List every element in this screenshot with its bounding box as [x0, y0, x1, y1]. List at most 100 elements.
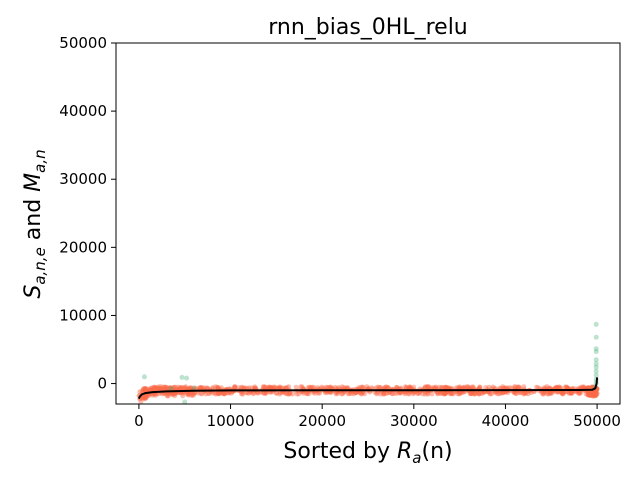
s-point [594, 391, 600, 397]
s-point [479, 391, 485, 397]
s-point [271, 384, 277, 390]
s-point [523, 390, 529, 396]
s-point [443, 384, 449, 390]
s-point [549, 390, 555, 396]
s-point [150, 392, 155, 398]
s-point [251, 390, 257, 396]
s-point [513, 390, 518, 396]
s-point [457, 390, 463, 396]
s-point [415, 391, 421, 397]
s-point [541, 390, 547, 396]
s-point [156, 386, 162, 392]
s-point [590, 392, 596, 398]
s-point [525, 391, 531, 397]
s-point [544, 384, 550, 390]
s-point [277, 390, 283, 396]
s-point [188, 385, 194, 391]
s-point [547, 390, 553, 396]
s-point [245, 391, 251, 396]
s-point [385, 384, 391, 390]
s-point [315, 390, 321, 396]
s-point [228, 390, 234, 396]
s-point [443, 384, 449, 390]
s-point [383, 385, 388, 391]
y-tick-label: 20000 [59, 238, 107, 256]
m-point [593, 349, 599, 355]
s-point [316, 390, 322, 396]
s-point [255, 390, 261, 396]
s-point [164, 386, 170, 391]
s-point [284, 391, 290, 397]
s-point [215, 385, 221, 390]
s-point [443, 390, 449, 396]
s-point [397, 390, 403, 395]
s-point [588, 390, 594, 396]
s-point [464, 384, 470, 390]
s-point [213, 391, 219, 397]
s-point [164, 393, 170, 399]
s-point [594, 390, 600, 396]
s-point [587, 392, 593, 398]
s-point [490, 384, 496, 390]
s-point [221, 391, 227, 397]
s-point [592, 392, 598, 398]
s-point [390, 391, 395, 397]
s-point [224, 390, 230, 396]
s-point [521, 384, 527, 390]
s-point [521, 390, 527, 396]
s-point [567, 390, 573, 396]
s-point [476, 391, 482, 397]
s-point [153, 385, 159, 391]
s-point [353, 390, 359, 396]
s-point [191, 390, 197, 396]
s-point [181, 386, 187, 391]
s-point [581, 384, 587, 390]
x-tick-label: 0 [134, 412, 144, 430]
s-point [469, 390, 475, 396]
s-point [472, 391, 478, 397]
s-point [198, 390, 204, 396]
s-point [594, 391, 599, 397]
s-point [487, 389, 492, 395]
s-point [142, 387, 148, 392]
s-point [286, 391, 292, 397]
s-point [325, 385, 331, 390]
s-point [304, 391, 310, 397]
m-point [593, 364, 599, 370]
s-point [262, 391, 268, 397]
s-point [218, 390, 224, 396]
s-point [166, 386, 172, 392]
y-tick-label: 10000 [59, 306, 107, 324]
s-point [586, 392, 592, 398]
s-point [457, 391, 462, 397]
s-point [548, 391, 554, 396]
s-point [171, 391, 177, 397]
s-point [547, 390, 553, 395]
s-point [178, 384, 184, 390]
s-point [518, 390, 523, 396]
s-point [377, 385, 383, 390]
s-point [425, 390, 431, 396]
s-point [210, 390, 216, 396]
s-point [516, 385, 522, 390]
s-point [455, 391, 461, 397]
s-point [180, 385, 186, 390]
s-point [191, 385, 197, 391]
s-point [517, 390, 523, 395]
s-point [167, 385, 173, 391]
s-point [177, 385, 183, 391]
s-point [262, 385, 268, 391]
s-point [356, 385, 362, 391]
s-point [177, 386, 183, 392]
s-point [403, 385, 409, 390]
s-point [381, 385, 387, 391]
s-point [541, 385, 547, 391]
s-point [406, 391, 412, 397]
y-tick-label: 0 [97, 375, 107, 393]
s-point [535, 385, 541, 391]
s-point [167, 385, 173, 391]
s-point [232, 384, 238, 390]
s-point [148, 385, 154, 391]
s-point [483, 385, 489, 391]
